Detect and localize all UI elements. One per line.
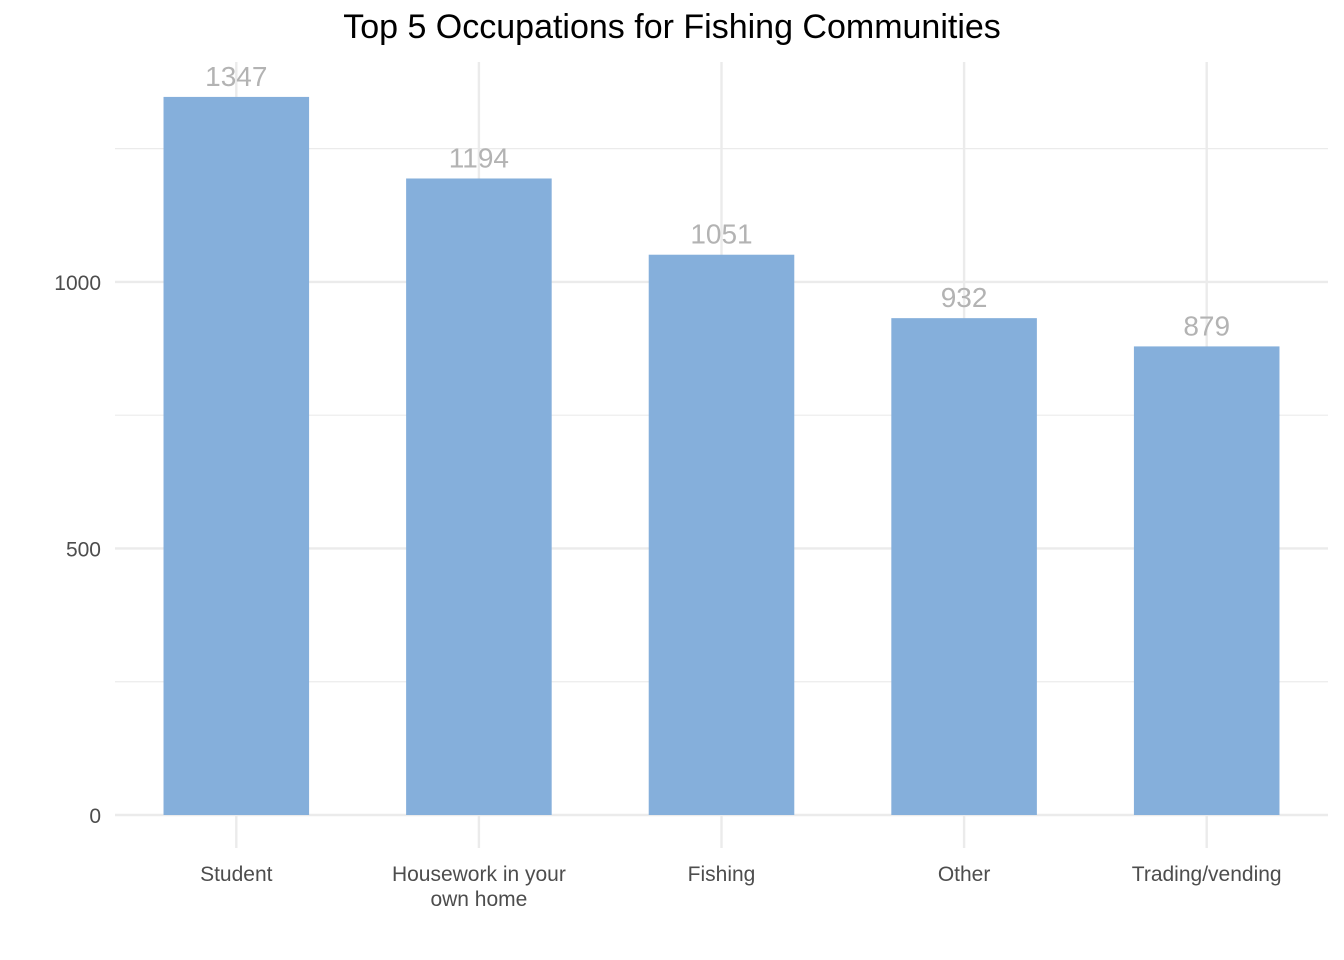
x-tick-label: Housework in your own home [392,863,566,911]
x-axis-tick-labels: Student Housework in your own home Fishing O… [200,863,1282,911]
bars [163,96,1280,815]
y-tick-label: 1000 [54,272,101,295]
bar [163,96,310,815]
data-label: 1051 [690,219,752,250]
data-labels: 1347 1194 1051 932 879 [205,61,1230,341]
x-tick-label: Trading/vending [1132,863,1282,886]
x-tick-label: Fishing [688,863,756,886]
y-tick-label: 500 [66,538,101,561]
bar [406,178,552,815]
bar [891,318,1037,815]
bar [648,254,795,815]
data-label: 1347 [205,61,267,92]
data-label: 1194 [449,142,509,173]
y-axis-tick-labels: 0 500 1000 [54,272,101,828]
y-tick-label: 0 [89,805,101,828]
x-tick-label: Other [938,863,991,886]
data-label: 879 [1183,310,1230,341]
chart-title: Top 5 Occupations for Fishing Communitie… [343,8,1001,46]
x-tick-label: Student [200,863,273,886]
bar [1133,346,1280,815]
data-label: 932 [941,282,988,313]
